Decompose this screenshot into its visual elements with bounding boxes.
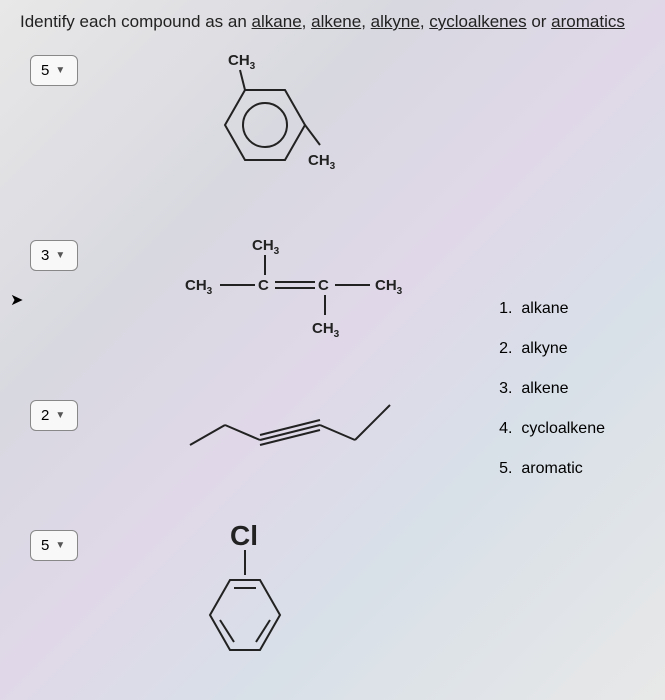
svg-text:C: C (318, 277, 329, 294)
or: or (527, 12, 552, 31)
dropdown-q3[interactable]: 2 ▼ (30, 400, 78, 431)
question-4: 5 ▼ Cl (20, 530, 78, 561)
chevron-down-icon: ▼ (55, 250, 65, 261)
dropdown-value: 5 (41, 62, 49, 79)
answer-num: 1. (499, 300, 512, 317)
answer-num: 5. (499, 460, 512, 477)
answer-item: 3. alkene (499, 380, 605, 398)
answer-key: 1. alkane 2. alkyne 3. alkene 4. cycloal… (499, 300, 605, 500)
svg-text:Cl: Cl (230, 520, 258, 551)
dropdown-value: 2 (41, 407, 49, 424)
dropdown-q1[interactable]: 5 ▼ (30, 55, 78, 86)
cursor-icon: ➤ (10, 290, 23, 310)
term-aromatics: aromatics (551, 12, 625, 31)
structure-dimethylbenzene: CH3 CH3 (190, 50, 340, 220)
term-alkyne: alkyne (371, 12, 420, 31)
answer-num: 4. (499, 420, 512, 437)
dropdown-q2[interactable]: 3 ▼ (30, 240, 78, 271)
answer-num: 2. (499, 340, 512, 357)
sep: , (302, 12, 311, 31)
sep: , (361, 12, 370, 31)
svg-text:C: C (258, 277, 269, 294)
answer-item: 2. alkyne (499, 340, 605, 358)
question-1: 5 ▼ CH3 CH3 (20, 55, 78, 86)
question-3: 2 ▼ (20, 400, 78, 431)
answer-item: 5. aromatic (499, 460, 605, 478)
answer-item: 4. cycloalkene (499, 420, 605, 438)
question-2: 3 ▼ CH3 C C CH3 CH3 CH3 (20, 240, 78, 271)
chevron-down-icon: ▼ (55, 410, 65, 421)
structure-dimethylbutene: CH3 C C CH3 CH3 CH3 (180, 235, 420, 350)
svg-text:CH3: CH3 (185, 277, 213, 297)
svg-text:CH3: CH3 (312, 320, 340, 340)
chevron-down-icon: ▼ (55, 65, 65, 76)
svg-text:CH3: CH3 (375, 277, 403, 297)
structure-alkyne (180, 380, 400, 465)
answer-label: alkane (521, 300, 568, 317)
answer-label: aromatic (521, 460, 582, 477)
term-alkene: alkene (311, 12, 361, 31)
answer-num: 3. (499, 380, 512, 397)
dropdown-q4[interactable]: 5 ▼ (30, 530, 78, 561)
dropdown-value: 5 (41, 537, 49, 554)
answer-item: 1. alkane (499, 300, 605, 318)
term-alkane: alkane (252, 12, 302, 31)
dropdown-value: 3 (41, 247, 49, 264)
question-title: Identify each compound as an alkane, alk… (20, 12, 645, 32)
sep: , (420, 12, 429, 31)
svg-text:CH3: CH3 (252, 237, 280, 257)
title-prefix: Identify each compound as an (20, 12, 252, 31)
structure-chlorobenzene: Cl (190, 520, 330, 695)
answer-label: alkyne (521, 340, 567, 357)
chevron-down-icon: ▼ (55, 540, 65, 551)
svg-text:CH3: CH3 (308, 152, 336, 172)
answer-label: cycloalkene (521, 420, 605, 437)
answer-label: alkene (521, 380, 568, 397)
svg-text:CH3: CH3 (228, 52, 256, 72)
term-cycloalkenes: cycloalkenes (429, 12, 526, 31)
